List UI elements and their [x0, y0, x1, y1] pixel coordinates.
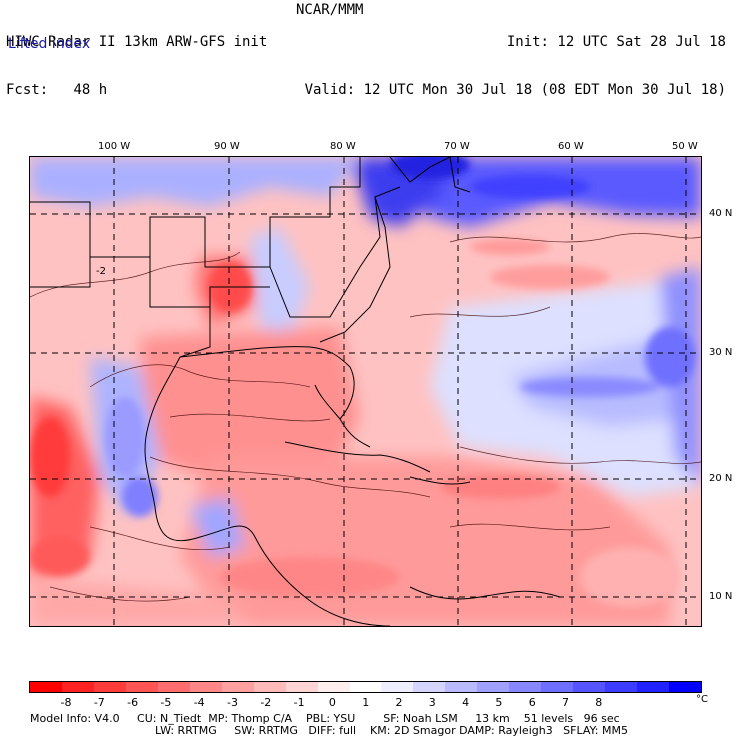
coastlines [30, 157, 561, 626]
color-scale-cell [413, 682, 446, 692]
color-scale-cell [93, 682, 126, 692]
color-scale-cell [189, 682, 222, 692]
color-scale-cell [157, 682, 190, 692]
color-scale-cell [573, 682, 606, 692]
lat-label-30n: 30 N [709, 347, 733, 358]
color-scale-tick-label: 3 [428, 696, 436, 709]
color-scale-cell [253, 682, 286, 692]
graticule [30, 157, 701, 626]
lon-label-80w: 80 W [330, 141, 356, 152]
forecast-label: Fcst: [6, 82, 49, 98]
source-label: NCAR/MMM [296, 2, 364, 18]
init-time: Init: 12 UTC Sat 28 Jul 18 [506, 34, 726, 50]
header-left: HIWC Radar II 13km ARW-GFS init Fcst: 48… [6, 2, 267, 114]
lon-label-100w: 100 W [98, 141, 131, 152]
color-scale-cell [669, 682, 702, 692]
color-scale-cell [221, 682, 254, 692]
contour-value-label: -2 [96, 266, 106, 277]
model-info-line1: Model Info: V4.0 CU: N_Tiedt MP: Thomp C… [30, 712, 620, 725]
color-scale-cell [61, 682, 94, 692]
lon-label-60w: 60 W [558, 141, 584, 152]
color-scale-cell [317, 682, 350, 692]
header-right: Init: 12 UTC Sat 28 Jul 18 Valid: 12 UTC… [305, 2, 726, 114]
color-scale-cell [509, 682, 542, 692]
valid-time: Valid: 12 UTC Mon 30 Jul 18 (08 EDT Mon … [304, 82, 726, 98]
color-scale-tick-label: -6 [127, 696, 139, 709]
lat-label-10n: 10 N [709, 591, 733, 602]
color-scale-cell [541, 682, 574, 692]
color-scale-tick-label: -3 [227, 696, 238, 709]
color-scale-cell [30, 682, 62, 692]
color-scale-cell [637, 682, 670, 692]
color-scale-tick-label: -1 [293, 696, 305, 709]
color-scale-tick-label: 2 [395, 696, 403, 709]
color-scale-cell [605, 682, 638, 692]
forecast-value: 48 h [73, 82, 108, 98]
field-detail [30, 157, 695, 607]
color-scale-tick-label: 7 [562, 696, 569, 709]
color-scale-tick-label: -2 [260, 696, 272, 709]
color-scale-tick-label: -5 [160, 696, 172, 709]
color-scale-tick-label: -4 [193, 696, 205, 709]
color-scale-cell [477, 682, 510, 692]
color-scale-tick-label: 1 [362, 696, 370, 709]
color-scale-cell [125, 682, 158, 692]
color-scale-unit: °C [696, 694, 708, 705]
color-scale-tick-label: 5 [495, 696, 503, 709]
model-title: HIWC Radar II 13km ARW-GFS init [6, 34, 268, 50]
color-scale-cell [285, 682, 318, 692]
color-scale-cell [349, 682, 382, 692]
color-scale-tick-label: 6 [528, 696, 536, 709]
forecast-hour: Fcst: 48 h [6, 82, 267, 98]
field-shading [30, 157, 701, 626]
color-scale-tick-label: 0 [328, 696, 336, 709]
map-canvas: -2 [30, 157, 701, 626]
variable-title: Lifted index [8, 36, 91, 52]
color-scale-tick-label: 4 [462, 696, 470, 709]
lifted-index-map: -2 [29, 156, 702, 627]
color-scale-cell [381, 682, 414, 692]
lon-label-50w: 50 W [672, 141, 698, 152]
lat-label-20n: 20 N [709, 473, 733, 484]
color-scale-cell [445, 682, 478, 692]
color-scale-tick-label: -8 [60, 696, 72, 709]
color-scale-tick-label: -7 [93, 696, 105, 709]
lat-label-40n: 40 N [709, 208, 733, 219]
lon-label-90w: 90 W [214, 141, 240, 152]
lon-label-70w: 70 W [444, 141, 470, 152]
color-scale-bar [29, 681, 702, 693]
color-scale-tick-label: 8 [595, 696, 603, 709]
model-info-line2: LW: RRTMG SW: RRTMG DIFF: full KM: 2D Sm… [155, 724, 628, 737]
